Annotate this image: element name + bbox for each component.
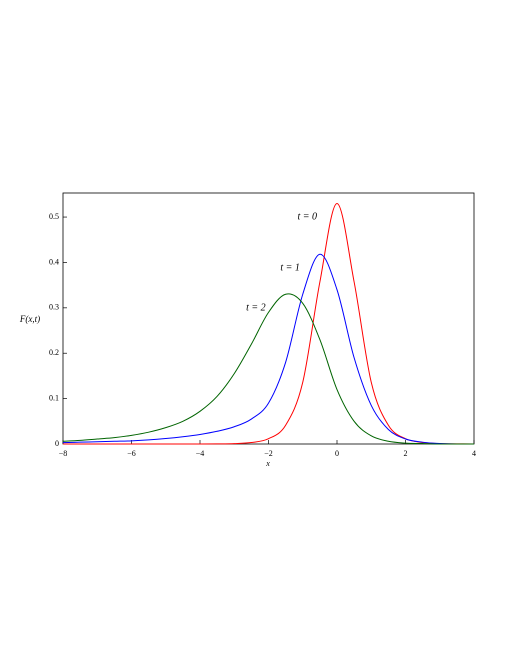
y-axis-label: F(x,t) (19, 314, 40, 324)
curve (62, 293, 474, 445)
y-tick-label: 0.2 (49, 348, 59, 357)
y-tick-label: 0.1 (49, 393, 59, 402)
x-tick-label: −4 (196, 449, 205, 458)
y-tick-label: 0.4 (49, 257, 59, 266)
x-tick-label: −6 (127, 449, 136, 458)
curve (63, 202, 475, 445)
x-tick-label: −8 (59, 449, 68, 458)
x-axis-label: x (265, 459, 270, 468)
x-tick-label: 4 (472, 449, 476, 458)
curve-label: t = 0 (297, 212, 317, 223)
x-tick-label: 2 (404, 449, 408, 458)
x-tick-label: 0 (335, 449, 339, 458)
curve-label: t = 1 (280, 263, 300, 274)
curve-label: t = 2 (246, 303, 266, 314)
y-tick-label: 0.3 (49, 303, 59, 312)
y-tick-label: 0.5 (49, 212, 59, 221)
y-tick-label: 0 (55, 439, 59, 448)
plot-frame (62, 192, 475, 445)
curve (62, 253, 475, 445)
x-tick-label: −2 (264, 449, 273, 458)
